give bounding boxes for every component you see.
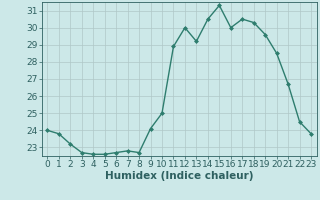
X-axis label: Humidex (Indice chaleur): Humidex (Indice chaleur) — [105, 171, 253, 181]
